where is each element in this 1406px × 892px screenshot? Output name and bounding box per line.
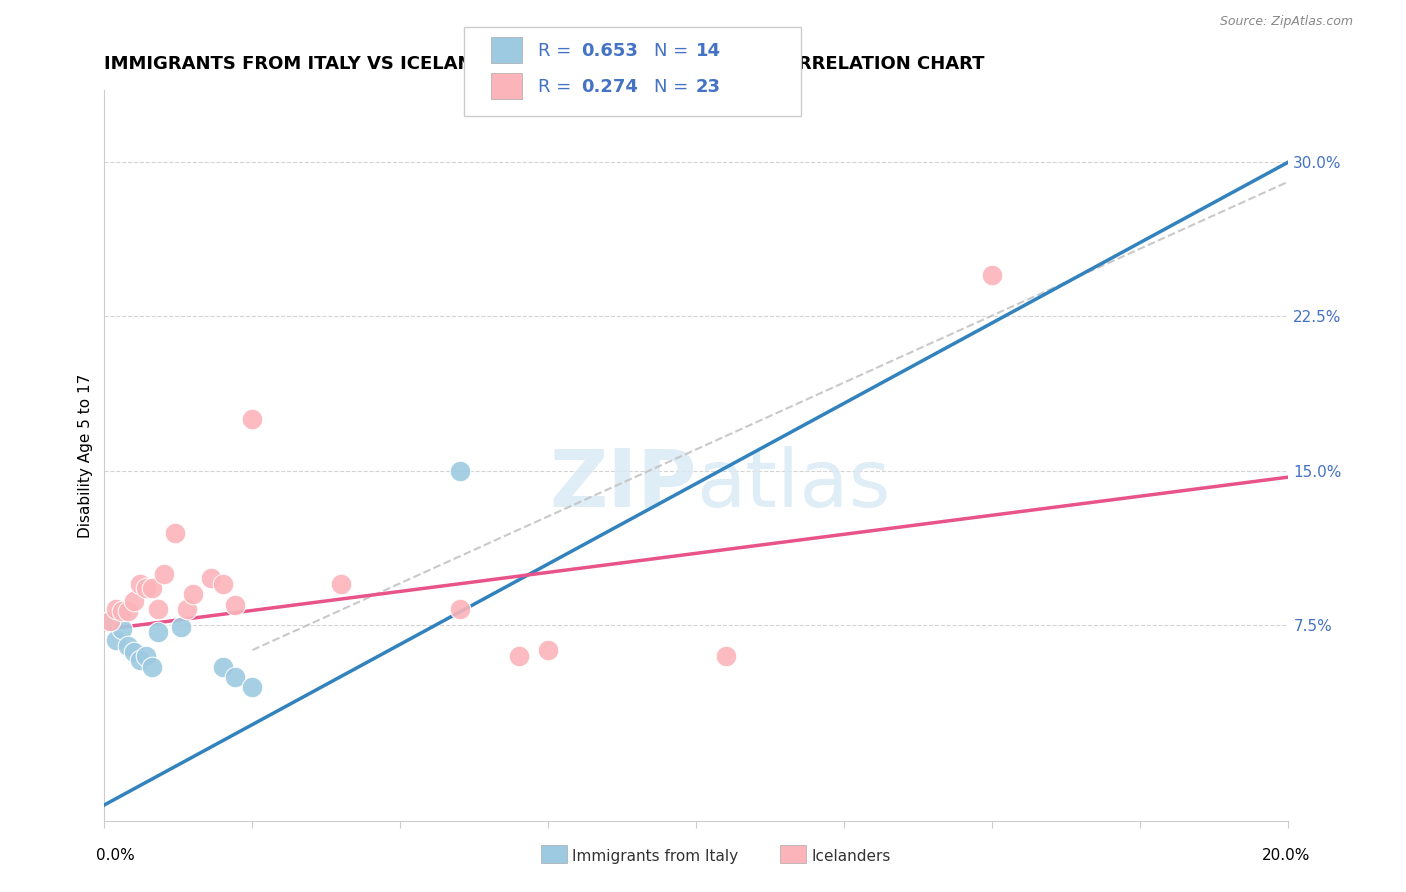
Text: ZIP: ZIP bbox=[550, 446, 696, 524]
Point bbox=[242, 680, 264, 694]
Point bbox=[224, 598, 246, 612]
Point bbox=[98, 614, 121, 628]
Point bbox=[146, 602, 169, 616]
Point bbox=[129, 577, 152, 591]
Point bbox=[129, 653, 152, 667]
Point bbox=[330, 577, 353, 591]
Point bbox=[981, 268, 1004, 283]
Point bbox=[141, 582, 163, 596]
Point bbox=[152, 566, 174, 581]
Point bbox=[117, 639, 139, 653]
Point bbox=[135, 582, 157, 596]
Point bbox=[141, 659, 163, 673]
Text: Immigrants from Italy: Immigrants from Italy bbox=[572, 849, 738, 863]
Point bbox=[508, 649, 530, 664]
Point bbox=[135, 649, 157, 664]
Text: atlas: atlas bbox=[696, 446, 891, 524]
Point bbox=[714, 649, 737, 664]
Point bbox=[122, 593, 145, 607]
Text: 0.274: 0.274 bbox=[581, 78, 637, 96]
Point bbox=[165, 525, 187, 540]
Point bbox=[146, 624, 169, 639]
Point bbox=[117, 604, 139, 618]
Text: R =: R = bbox=[538, 78, 578, 96]
Text: 23: 23 bbox=[696, 78, 721, 96]
Point bbox=[98, 614, 121, 628]
Point bbox=[449, 464, 471, 478]
Point bbox=[105, 602, 128, 616]
Text: 20.0%: 20.0% bbox=[1263, 848, 1310, 863]
Point bbox=[170, 620, 193, 634]
Text: Source: ZipAtlas.com: Source: ZipAtlas.com bbox=[1219, 15, 1353, 28]
Point bbox=[111, 623, 134, 637]
Text: N =: N = bbox=[654, 78, 693, 96]
Point bbox=[176, 602, 198, 616]
Text: 0.0%: 0.0% bbox=[96, 848, 135, 863]
Point bbox=[111, 604, 134, 618]
Text: N =: N = bbox=[654, 42, 693, 60]
Point bbox=[211, 577, 233, 591]
Point bbox=[211, 659, 233, 673]
Text: R =: R = bbox=[538, 42, 578, 60]
Y-axis label: Disability Age 5 to 17: Disability Age 5 to 17 bbox=[79, 374, 93, 538]
Point bbox=[105, 632, 128, 647]
Point bbox=[122, 645, 145, 659]
Point bbox=[449, 602, 471, 616]
Point bbox=[181, 587, 204, 601]
Text: IMMIGRANTS FROM ITALY VS ICELANDER DISABILITY AGE 5 TO 17 CORRELATION CHART: IMMIGRANTS FROM ITALY VS ICELANDER DISAB… bbox=[104, 55, 984, 73]
Text: 14: 14 bbox=[696, 42, 721, 60]
Point bbox=[537, 643, 560, 657]
Text: Icelanders: Icelanders bbox=[811, 849, 890, 863]
Point bbox=[224, 670, 246, 684]
Point bbox=[242, 412, 264, 426]
Point bbox=[200, 571, 222, 585]
Text: 0.653: 0.653 bbox=[581, 42, 637, 60]
